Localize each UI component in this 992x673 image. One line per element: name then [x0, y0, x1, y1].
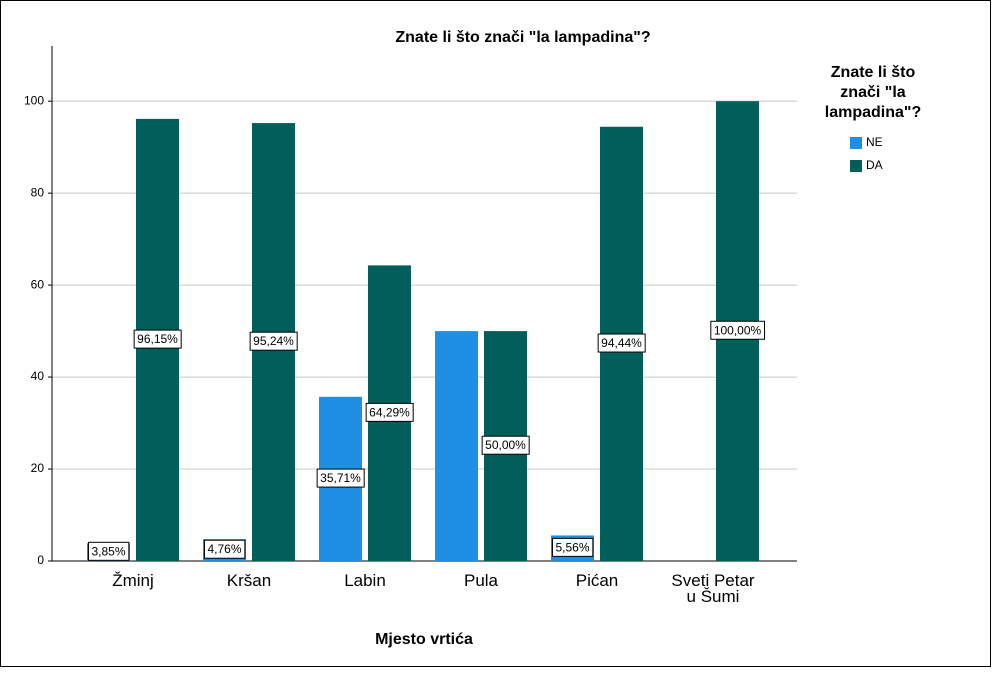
value-label-text: 35,71% [320, 471, 361, 485]
value-label-box [203, 539, 246, 559]
value-label: 3,85% [87, 541, 130, 561]
x-tick-label: Labin [344, 571, 386, 590]
value-label-box [710, 320, 766, 340]
value-label-box [551, 537, 594, 557]
value-label-box [133, 329, 182, 349]
legend-swatch [850, 137, 862, 149]
legend-swatch [850, 160, 862, 172]
legend-title: Znate li što znači "la lampadina"? [825, 64, 922, 121]
value-label-box [87, 541, 130, 561]
value-label: 95,24% [249, 331, 298, 351]
value-label: 5,56% [551, 537, 594, 557]
value-label-text: 64,29% [369, 405, 410, 419]
x-tick-label: Sveti Petar u Šumi [671, 571, 754, 606]
value-label: 4,76% [203, 539, 246, 559]
legend-label: NE [866, 135, 883, 149]
value-label-box [316, 468, 365, 488]
x-tick-label: Žminj [112, 571, 154, 590]
value-label: 100,00% [710, 320, 766, 340]
y-tick-label: 100 [24, 93, 44, 107]
x-axis-title: Mjesto vrtića [375, 631, 473, 648]
y-tick-label: 60 [31, 277, 45, 291]
x-tick-label: Kršan [227, 571, 271, 590]
value-label-text: 94,44% [601, 336, 642, 350]
x-tick-label: Pićan [576, 571, 619, 590]
value-label: 96,15% [133, 329, 182, 349]
value-label: 64,29% [365, 402, 414, 422]
bar [435, 331, 478, 561]
y-tick-label: 80 [31, 185, 45, 199]
value-label-text: 3,85% [91, 544, 125, 558]
y-tick-label: 0 [37, 553, 44, 567]
value-label: 94,44% [597, 333, 646, 353]
y-tick-label: 20 [31, 461, 45, 475]
value-label-text: 50,00% [485, 438, 526, 452]
value-label-text: 5,56% [555, 540, 589, 554]
value-label-text: 96,15% [137, 332, 178, 346]
value-label-text: 100,00% [714, 323, 762, 337]
value-label: 35,71% [316, 468, 365, 488]
value-label-text: 4,76% [207, 542, 241, 556]
value-label-box [249, 331, 298, 351]
x-tick-label: Pula [464, 571, 499, 590]
y-tick-label: 40 [31, 369, 45, 383]
chart-title: Znate li što znači "la lampadina"? [395, 29, 650, 46]
value-label-text: 95,24% [253, 334, 294, 348]
legend-label: DA [866, 158, 883, 172]
value-label: 50,00% [481, 435, 530, 455]
value-label-box [597, 333, 646, 353]
value-label-box [365, 402, 414, 422]
value-label-box [481, 435, 530, 455]
